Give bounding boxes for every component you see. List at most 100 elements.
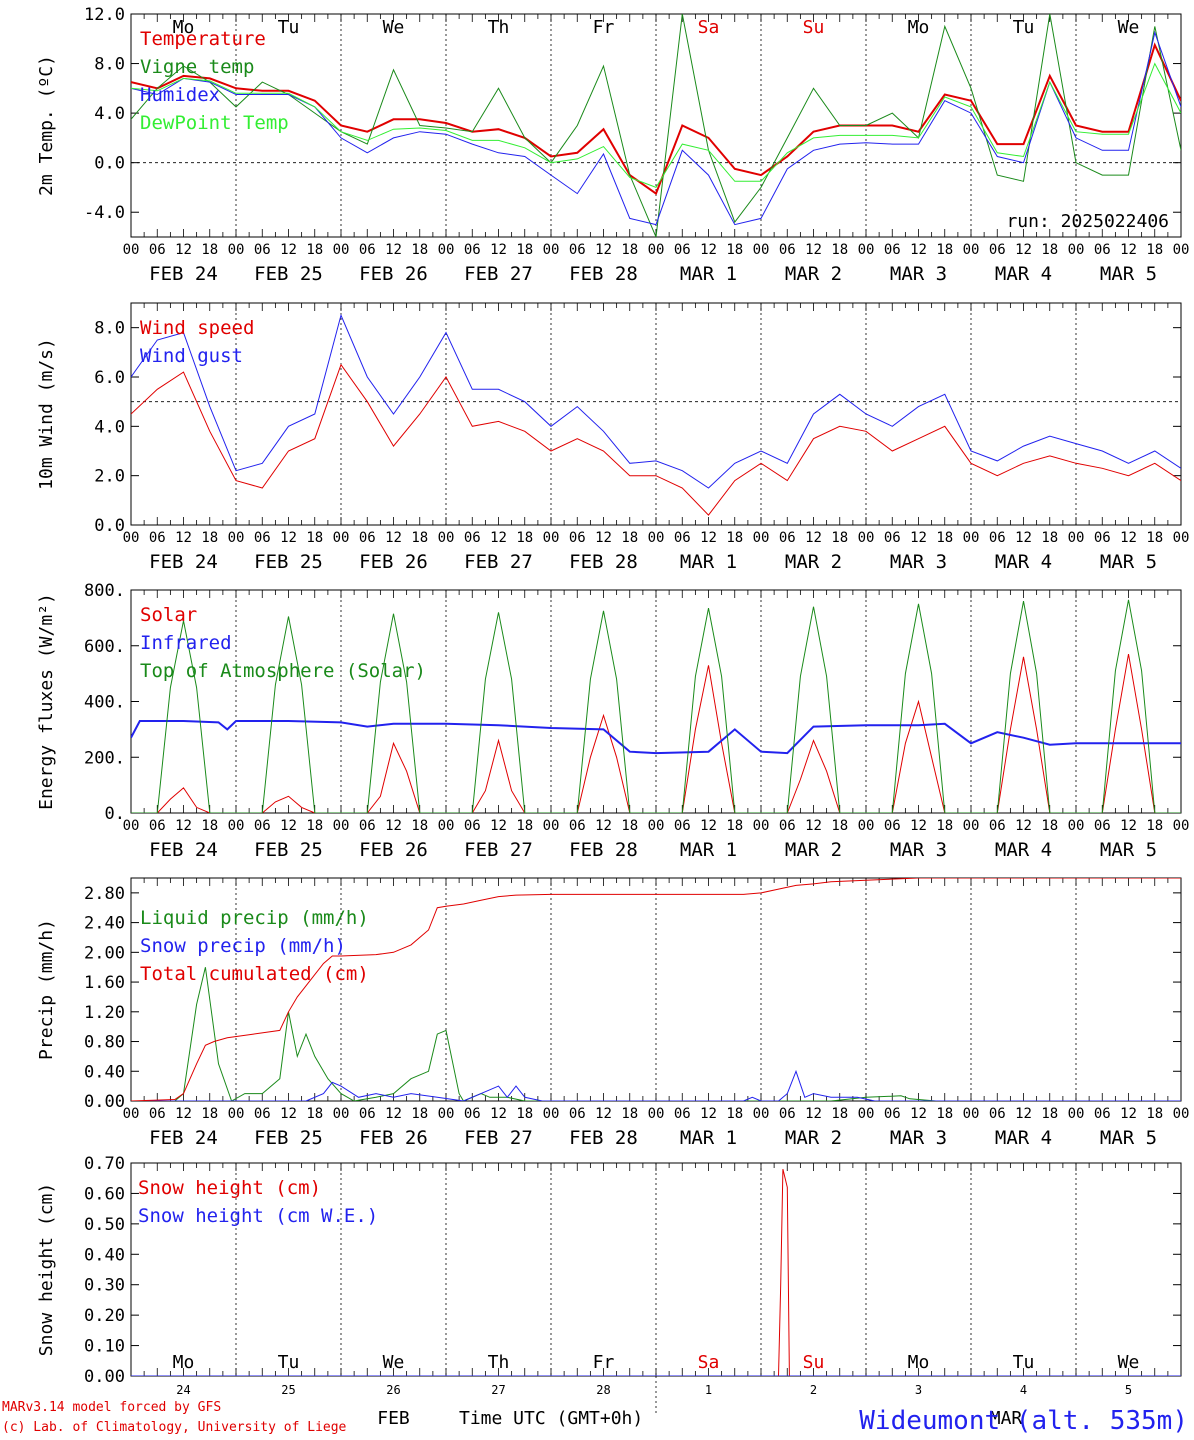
x-hour-label: 06 [149,1106,166,1122]
y-tick-label: 0.70 [84,1154,125,1174]
series-solar [131,654,1181,813]
x-axis-title: Time UTC (GMT+0h) [459,1408,643,1429]
x-hour-label: 12 [280,1106,297,1122]
x-hour-label: 00 [123,242,140,258]
x-hour-label: 18 [936,242,953,258]
x-hour-label: 00 [648,818,665,834]
x-hour-label: 18 [306,818,323,834]
x-hour-label: 12 [385,818,402,834]
x-hour-label: 12 [700,242,717,258]
series-temperature [131,42,1181,196]
x-hour-label: 06 [359,242,376,258]
x-hour-label: 18 [831,242,848,258]
x-hour-label: 00 [543,818,560,834]
y-tick-label: 800. [84,581,125,601]
x-hour-label: 06 [149,530,166,546]
x-hour-label: 18 [1041,530,1058,546]
x-hour-label: 00 [333,1106,350,1122]
y-tick-label: 8.0 [94,319,125,339]
location-label: Wideumont (alt. 535m) [859,1406,1188,1436]
series-total-cumulated-cm [131,878,1181,1101]
x-hour-label: 00 [648,242,665,258]
x-hour-label: 00 [963,818,980,834]
y-tick-label: 4.0 [94,417,125,437]
x-hour-label: 06 [569,1106,586,1122]
x-date-label: FEB 26 [359,839,428,861]
x-date-label: FEB 27 [464,839,533,861]
y-axis-title: Energy fluxes (W/m²) [36,593,57,810]
x-month-label: FEB [377,1408,410,1429]
x-hour-label: 12 [1015,1106,1032,1122]
x-hour-label: 06 [779,1106,796,1122]
x-hour-label: 00 [228,1106,245,1122]
lab-credit: (c) Lab. of Climatology, University of L… [2,1420,347,1435]
x-hour-label: 18 [201,818,218,834]
x-date-label: FEB 24 [149,263,218,285]
y-tick-label: 0.0 [94,516,125,536]
x-day-number: 4 [1020,1383,1027,1397]
y-tick-label: 0.10 [84,1337,125,1357]
panel-1: 12.0 8.0 4.0 0.0 -4.0 2m Temp. (ºC) 00 06 12 18 FE… [36,5,1189,285]
x-date-label: MAR 5 [1100,551,1157,573]
legend-entry: Wind gust [140,345,243,367]
y-tick-label: 0.20 [84,1306,125,1326]
weekday-label: Tu [278,1352,300,1373]
y-tick-label: 1.60 [84,973,125,993]
y-tick-label: 0.30 [84,1276,125,1296]
y-tick-label: 1.20 [84,1003,125,1023]
x-month-label: MAR [990,1408,1023,1429]
x-hour-label: 12 [385,242,402,258]
x-hour-label: 18 [306,530,323,546]
series-top-of-atmosphere-solar [131,599,1181,813]
x-hour-label: 12 [490,818,507,834]
x-hour-label: 06 [149,818,166,834]
panel-5: 0.70 0.60 0.50 0.40 0.30 0.20 0.10 0.00 Snow hei… [36,1154,1182,1429]
legend-entry: Snow height (cm) [138,1177,321,1199]
x-hour-label: 12 [1120,242,1137,258]
x-date-label: FEB 27 [464,551,533,573]
weekday-label: Th [488,17,510,38]
x-hour-label: 18 [201,530,218,546]
series-vigne-temp [131,14,1181,237]
x-hour-label: 06 [779,818,796,834]
x-hour-label: 00 [963,242,980,258]
series-dewpoint-temp [131,62,1181,189]
x-hour-label: 06 [254,530,271,546]
x-hour-label: 00 [648,530,665,546]
x-hour-label: 12 [805,1106,822,1122]
x-hour-label: 06 [1094,242,1111,258]
x-hour-label: 00 [1173,530,1190,546]
x-hour-label: 18 [831,818,848,834]
y-tick-label: 200. [84,748,125,768]
series-wind-speed [131,363,1181,516]
x-hour-label: 00 [858,242,875,258]
x-hour-label: 06 [569,242,586,258]
x-hour-label: 06 [569,818,586,834]
y-tick-label: 2.0 [94,467,125,487]
x-hour-label: 00 [858,818,875,834]
x-hour-label: 00 [333,818,350,834]
x-day-number: 25 [281,1383,295,1397]
x-hour-label: 00 [858,530,875,546]
weekday-label: We [1118,17,1140,38]
x-day-number: 28 [596,1383,610,1397]
x-hour-label: 18 [726,530,743,546]
weekday-label: Tu [1013,1352,1035,1373]
weekday-label: We [383,17,405,38]
y-tick-label: 0.00 [84,1367,125,1387]
x-date-label: FEB 28 [569,263,638,285]
weekday-label: Tu [1013,17,1035,38]
x-hour-label: 06 [359,1106,376,1122]
x-hour-label: 12 [1120,1106,1137,1122]
x-hour-label: 18 [726,242,743,258]
x-date-label: FEB 25 [254,263,323,285]
x-hour-label: 12 [280,242,297,258]
panel-4: 2.80 2.40 2.00 1.60 1.20 0.80 0.40 0.00 Precip (… [36,877,1189,1149]
x-hour-label: 18 [1146,1106,1163,1122]
x-hour-label: 00 [858,1106,875,1122]
y-tick-label: 8.0 [94,55,125,75]
x-date-label: MAR 5 [1100,263,1157,285]
x-hour-label: 06 [674,530,691,546]
x-date-label: FEB 25 [254,1127,323,1149]
weekday-label: Fr [593,17,615,38]
